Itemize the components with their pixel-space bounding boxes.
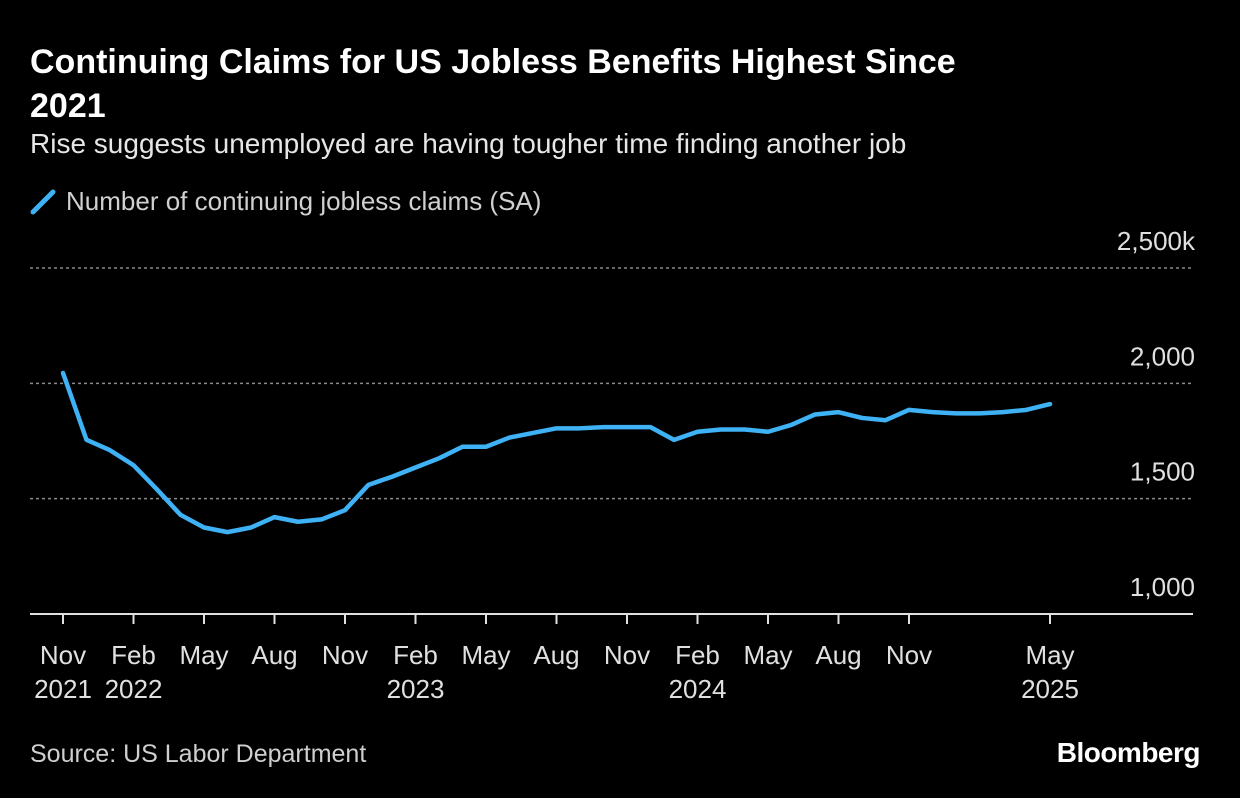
y-tick-label: 2,000 (1130, 341, 1195, 371)
chart-title: Continuing Claims for US Jobless Benefit… (30, 43, 956, 125)
data-line (60, 370, 1053, 535)
y-tick-label: 2,500k (1117, 226, 1196, 256)
chart: 1,000 1,500 2,000 2,500k Nov Feb May Aug Nov Feb M… (30, 226, 1196, 704)
legend: Number of continuing jobless claims (SA) (30, 186, 541, 217)
x-tick-label: Nov (322, 640, 368, 670)
x-tick-year: 2025 (1021, 674, 1079, 704)
brand: Bloomberg (1056, 737, 1201, 768)
x-tick-label: May (461, 640, 510, 670)
x-tick-year: 2021 (34, 674, 92, 704)
x-tick-year: 2022 (105, 674, 163, 704)
x-tick-label: Aug (251, 640, 297, 670)
x-tick-year: 2024 (669, 674, 727, 704)
source: Source: US Labor Department (30, 740, 367, 768)
x-tick-label: Aug (533, 640, 579, 670)
x-tick-label: Nov (604, 640, 650, 670)
x-tick-label: Nov (40, 640, 86, 670)
x-tick-label: Feb (675, 640, 720, 670)
x-tick-label: Aug (815, 640, 861, 670)
chart-subtitle: Rise suggests unemployed are having toug… (30, 128, 907, 159)
x-tick-label: May (1025, 640, 1074, 670)
legend-label: Number of continuing jobless claims (SA) (66, 186, 542, 216)
x-tick-label: Nov (886, 640, 932, 670)
legend-swatch (30, 189, 56, 214)
x-tick-label: May (743, 640, 792, 670)
x-tick-label: May (179, 640, 228, 670)
y-tick-label: 1,000 (1130, 572, 1195, 602)
y-tick-label: 1,500 (1130, 457, 1195, 487)
x-tick-label: Feb (393, 640, 438, 670)
x-tick-year: 2023 (387, 674, 445, 704)
x-tick-label: Feb (111, 640, 156, 670)
